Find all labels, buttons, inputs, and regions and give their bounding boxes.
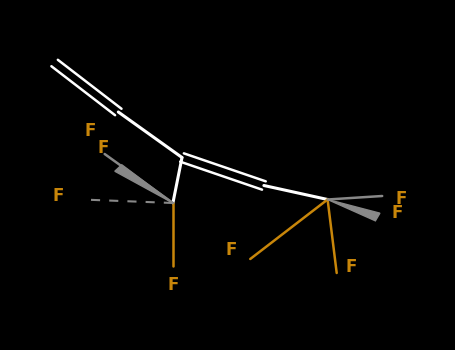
Polygon shape xyxy=(328,199,380,221)
Text: F: F xyxy=(84,122,96,140)
Text: F: F xyxy=(52,187,64,205)
Text: F: F xyxy=(225,241,237,259)
Polygon shape xyxy=(115,165,173,203)
Text: F: F xyxy=(396,190,407,209)
Text: F: F xyxy=(346,259,357,276)
Text: F: F xyxy=(98,140,109,158)
Text: F: F xyxy=(391,204,403,223)
Text: F: F xyxy=(167,276,178,294)
